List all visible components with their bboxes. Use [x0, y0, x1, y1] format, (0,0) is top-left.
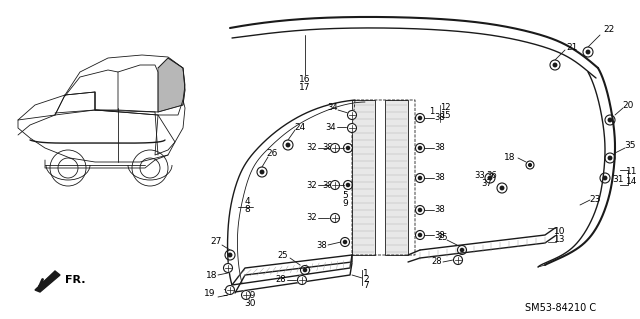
Circle shape	[529, 164, 531, 167]
Text: 32: 32	[307, 181, 317, 189]
Circle shape	[330, 181, 339, 189]
Circle shape	[419, 116, 422, 120]
Circle shape	[454, 256, 463, 264]
Text: 17: 17	[300, 84, 311, 93]
Circle shape	[608, 156, 612, 160]
Circle shape	[500, 186, 504, 190]
Circle shape	[346, 146, 349, 150]
Text: 29: 29	[244, 292, 256, 300]
Text: 10: 10	[554, 226, 566, 235]
Circle shape	[419, 208, 422, 211]
Text: 18: 18	[206, 271, 218, 279]
Text: 4: 4	[244, 197, 250, 206]
Text: 8: 8	[244, 205, 250, 214]
Text: 34: 34	[328, 103, 339, 113]
Text: 38: 38	[435, 205, 445, 214]
Text: 20: 20	[622, 100, 634, 109]
Polygon shape	[35, 271, 60, 292]
Text: 24: 24	[294, 122, 306, 131]
Text: 11: 11	[627, 167, 637, 176]
Text: 5: 5	[342, 190, 348, 199]
Circle shape	[553, 63, 557, 67]
Circle shape	[348, 123, 356, 132]
Text: 32: 32	[307, 213, 317, 222]
Text: 3: 3	[222, 290, 228, 299]
Circle shape	[260, 170, 264, 174]
Text: 32: 32	[307, 144, 317, 152]
Text: 28: 28	[276, 276, 286, 285]
Circle shape	[488, 176, 492, 180]
Circle shape	[330, 213, 339, 222]
Circle shape	[460, 249, 463, 252]
Circle shape	[608, 118, 612, 122]
Text: 23: 23	[589, 196, 601, 204]
Text: 12: 12	[440, 103, 451, 113]
Circle shape	[419, 176, 422, 180]
Text: 33: 33	[475, 170, 485, 180]
Circle shape	[419, 146, 422, 150]
Text: 21: 21	[566, 42, 578, 51]
Text: 25: 25	[278, 250, 288, 259]
Text: 1: 1	[429, 108, 435, 116]
Circle shape	[330, 144, 339, 152]
Text: SM53-84210 C: SM53-84210 C	[525, 303, 596, 313]
Text: 31: 31	[612, 175, 624, 184]
Circle shape	[346, 183, 349, 187]
Text: 38: 38	[323, 181, 333, 189]
Circle shape	[586, 50, 589, 54]
Text: 38: 38	[435, 144, 445, 152]
Text: 30: 30	[244, 299, 256, 308]
Circle shape	[286, 143, 290, 147]
Text: 19: 19	[204, 290, 216, 299]
Text: 35: 35	[624, 142, 636, 151]
Circle shape	[223, 263, 232, 272]
Text: 38: 38	[435, 231, 445, 240]
Circle shape	[225, 286, 234, 294]
Text: 38: 38	[323, 144, 333, 152]
Circle shape	[604, 176, 607, 180]
Circle shape	[298, 276, 307, 285]
Circle shape	[241, 291, 250, 300]
Circle shape	[344, 241, 347, 244]
Text: 38: 38	[435, 174, 445, 182]
Text: 18: 18	[504, 152, 516, 161]
Circle shape	[348, 110, 356, 120]
Text: 7: 7	[363, 281, 369, 291]
Circle shape	[419, 234, 422, 237]
Circle shape	[228, 253, 232, 257]
Text: 15: 15	[440, 112, 451, 121]
Polygon shape	[158, 58, 185, 112]
Text: 1: 1	[363, 270, 369, 278]
Circle shape	[303, 268, 307, 271]
Text: 36: 36	[486, 170, 497, 180]
Text: 2: 2	[363, 276, 369, 285]
Text: 28: 28	[432, 257, 442, 266]
Text: 37: 37	[482, 180, 492, 189]
Text: 16: 16	[300, 76, 311, 85]
Text: 22: 22	[604, 26, 614, 34]
Text: 14: 14	[627, 177, 637, 187]
Text: 25: 25	[438, 234, 448, 242]
Text: FR.: FR.	[65, 275, 86, 285]
Text: 26: 26	[266, 149, 278, 158]
Text: 9: 9	[342, 198, 348, 207]
Text: 34: 34	[326, 122, 336, 131]
Text: 27: 27	[211, 238, 221, 247]
Bar	[352, 100, 375, 255]
Bar	[385, 100, 408, 255]
Text: 13: 13	[554, 234, 566, 243]
Text: 38: 38	[435, 114, 445, 122]
Text: 38: 38	[317, 241, 328, 249]
